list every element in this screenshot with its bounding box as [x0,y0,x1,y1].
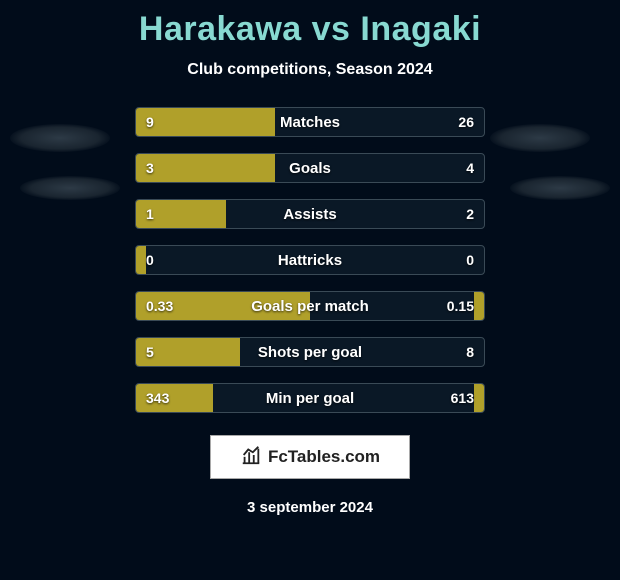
vs-text: vs [312,10,351,48]
stat-row: 12Assists [135,199,485,229]
stat-label: Min per goal [136,384,484,412]
stat-label: Goals [136,154,484,182]
stat-row: 58Shots per goal [135,337,485,367]
stat-label: Shots per goal [136,338,484,366]
stat-label: Goals per match [136,292,484,320]
stat-row: 00Hattricks [135,245,485,275]
subtitle: Club competitions, Season 2024 [0,61,620,79]
stat-label: Assists [136,200,484,228]
branding-badge: FcTables.com [210,435,410,479]
player1-name: Harakawa [139,10,302,48]
stats-comparison-area: 926Matches 34Goals 12Assists 00Hattricks 0.3… [0,79,620,413]
page-title: Harakawa vs Inagaki [0,0,620,49]
stat-row: 0.330.15Goals per match [135,291,485,321]
stat-row: 343613Min per goal [135,383,485,413]
stat-label: Hattricks [136,246,484,274]
stat-label: Matches [136,108,484,136]
footer-date: 3 september 2024 [0,499,620,516]
stat-row: 926Matches [135,107,485,137]
branding-text: FcTables.com [268,447,380,467]
player2-name: Inagaki [360,10,481,48]
stat-row: 34Goals [135,153,485,183]
chart-icon [240,444,262,471]
